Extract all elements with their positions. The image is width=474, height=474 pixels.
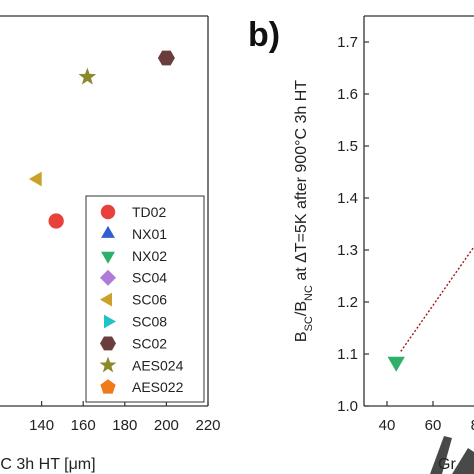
panel-b-y-tick-label: 1.4 — [337, 190, 358, 207]
data-point-sc06 — [28, 171, 42, 187]
data-point-aes024 — [78, 67, 97, 85]
panel-a-x-tick-label: 220 — [195, 417, 220, 434]
panel-b-x-tick-label: 40 — [379, 417, 396, 434]
legend-label: AES024 — [132, 357, 184, 373]
panel-b-y-tick-label: 1.1 — [337, 346, 358, 363]
legend-label: SC06 — [132, 292, 167, 308]
legend-marker-nx02 — [101, 251, 115, 264]
panel-b-y-tick-label: 1.6 — [337, 86, 358, 103]
legend-label: AES022 — [132, 379, 184, 395]
panel-a-x-axis-label: °C 3h HT [μm] — [0, 456, 96, 473]
legend-marker-nx01 — [101, 225, 115, 238]
panel-a-x-tick-label: 200 — [154, 417, 179, 434]
panel-b-y-axis-label: BSC/BNC at ΔT=5K after 900°C 3h HT — [293, 80, 315, 342]
chart-panel-b: b) 1.0 1.1 1.2 1.3 1.4 1.5 1.6 1.7 40 60 80 BSC/BN… — [248, 15, 474, 473]
legend-label: SC02 — [132, 335, 167, 351]
panel-b-y-tick-label: 1.5 — [337, 138, 358, 155]
chart-panel-a: 140 160 180 200 220 TD02 NX01 NX02 SC04 SC06 SC08… — [0, 15, 221, 473]
legend-label: TD02 — [132, 204, 166, 220]
legend: TD02 NX01 NX02 SC04 SC06 SC08 SC02 AES024 AES022 — [85, 195, 205, 403]
panel-b-y-tick-label: 1.7 — [337, 34, 358, 51]
legend-marker-aes024 — [99, 356, 117, 373]
panel-b-y-tick-label: 1.3 — [337, 242, 358, 259]
legend-label: NX02 — [132, 248, 167, 264]
legend-label: SC08 — [132, 314, 167, 330]
data-point-sc02 — [157, 50, 175, 66]
trend-line — [400, 245, 474, 352]
panel-a-x-tick-label: 160 — [71, 417, 96, 434]
watermark — [430, 436, 474, 474]
panel-b-y-tick-label: 1.2 — [337, 294, 358, 311]
data-point-td02 — [48, 213, 64, 229]
legend-label: NX01 — [132, 226, 167, 242]
legend-marker-sc04 — [100, 269, 116, 286]
legend-marker-aes022 — [100, 379, 116, 394]
data-point-nx02 — [387, 356, 405, 372]
panel-b-y-tick-label: 1.0 — [337, 398, 358, 415]
panel-b-x-tick-label: 80 — [471, 417, 474, 434]
panel-a-x-tick-label: 180 — [112, 417, 137, 434]
panel-b-x-tick-label: 60 — [425, 417, 442, 434]
panel-a-x-tick-label: 140 — [29, 417, 54, 434]
legend-marker-sc02 — [100, 336, 116, 351]
legend-label: SC04 — [132, 270, 167, 286]
legend-marker-sc08 — [104, 314, 116, 329]
legend-marker-td02 — [100, 204, 116, 220]
panel-b-label: b) — [248, 16, 280, 54]
legend-marker-sc06 — [100, 292, 112, 307]
